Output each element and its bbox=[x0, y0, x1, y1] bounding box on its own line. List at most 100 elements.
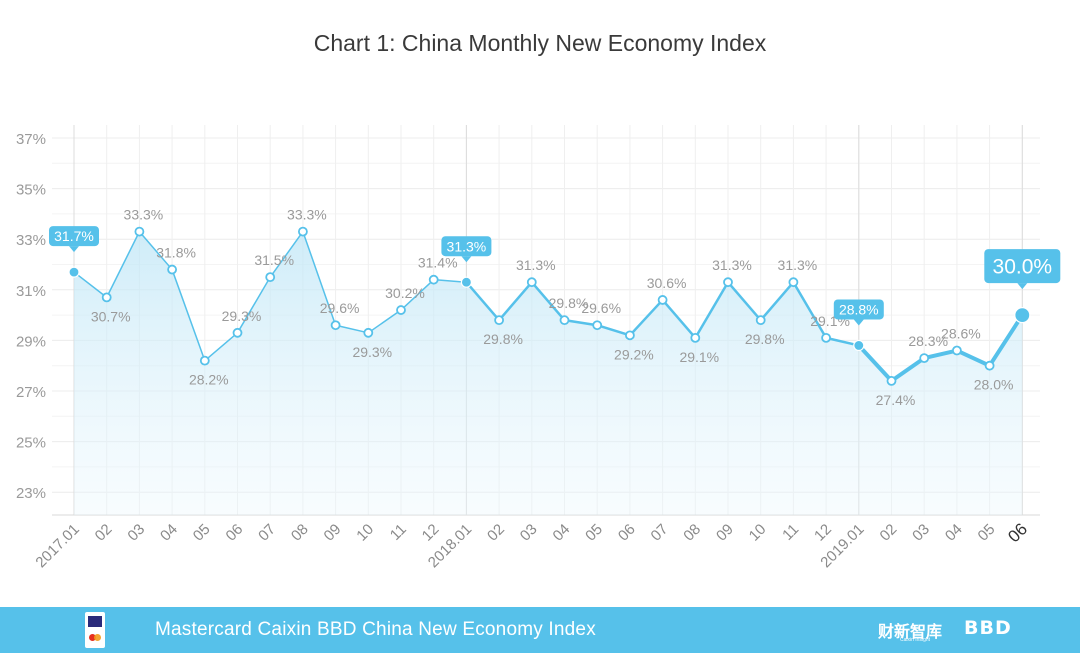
data-point bbox=[330, 320, 341, 331]
highlight-point bbox=[1014, 307, 1031, 324]
data-point bbox=[657, 295, 668, 305]
series-segment bbox=[269, 230, 304, 278]
x-tick-label: 05 bbox=[582, 521, 606, 545]
callout-label: 31.7% bbox=[54, 228, 94, 244]
x-tick-label: 04 bbox=[550, 521, 574, 545]
data-point bbox=[559, 315, 570, 326]
series-area bbox=[74, 231, 1023, 516]
series-segment bbox=[694, 280, 730, 340]
x-tick-label: 02 bbox=[877, 521, 901, 545]
x-tick-label: 09 bbox=[321, 521, 345, 545]
series-segment bbox=[759, 280, 795, 322]
caixin-insight-subtitle: Caixin Insight bbox=[900, 637, 931, 643]
data-point bbox=[984, 360, 995, 371]
callout: 31.7% bbox=[49, 226, 99, 253]
y-tick-label: 23% bbox=[16, 485, 46, 502]
data-label: 33.3% bbox=[287, 207, 327, 223]
data-label: 29.8% bbox=[483, 331, 523, 347]
data-label: 28.0% bbox=[974, 377, 1014, 393]
callouts: 31.7% 31.3% 28.8% 30.0% bbox=[49, 226, 1061, 326]
callout-pointer bbox=[69, 246, 79, 253]
x-tick-label: 10 bbox=[746, 521, 770, 545]
series-line bbox=[73, 230, 1025, 383]
x-tick-label: 05 bbox=[975, 521, 999, 545]
x-tick-label: 04 bbox=[157, 521, 181, 545]
series-segment bbox=[138, 230, 173, 271]
footer-bar: Mastercard Caixin BBD China New Economy … bbox=[0, 607, 1080, 653]
x-tick-label: 07 bbox=[648, 521, 672, 545]
data-point bbox=[886, 375, 897, 386]
callout-label: 31.3% bbox=[447, 238, 487, 254]
data-label: 30.6% bbox=[647, 275, 687, 291]
caixin-insight-logo: 财新智库 bbox=[878, 624, 943, 641]
data-label: 29.6% bbox=[320, 300, 360, 316]
x-tick-label: 2017.01 bbox=[32, 521, 82, 571]
series-segment bbox=[628, 298, 664, 337]
callout-pointer bbox=[461, 256, 472, 263]
callout: 30.0% bbox=[984, 249, 1061, 290]
data-point bbox=[788, 277, 799, 288]
data-point bbox=[232, 327, 243, 338]
data-label: 29.8% bbox=[745, 331, 785, 347]
series-segment bbox=[171, 268, 206, 362]
x-tick-label: 11 bbox=[387, 521, 410, 544]
data-point bbox=[297, 226, 308, 237]
callout-box bbox=[49, 226, 99, 247]
y-tick-label: 35% bbox=[16, 182, 46, 199]
data-label: 28.6% bbox=[941, 326, 981, 342]
highlight-point bbox=[853, 339, 865, 352]
series-segment bbox=[73, 271, 108, 299]
series-segment bbox=[889, 356, 927, 383]
data-label: 27.4% bbox=[876, 392, 916, 408]
data-label: 29.1% bbox=[679, 349, 719, 365]
x-tick-label: 03 bbox=[124, 521, 148, 545]
x-tick-label: 03 bbox=[517, 521, 541, 545]
callout-label: 28.8% bbox=[839, 302, 879, 318]
x-tick-label: 08 bbox=[288, 521, 312, 545]
line-chart: 37% 35% 33% 31% 29% 27% 25% 23% 30.7% 33.3% 31.8% 2… bbox=[16, 125, 1061, 571]
series-segment bbox=[922, 348, 959, 361]
data-label: 29.8% bbox=[549, 295, 589, 311]
y-tick-label: 33% bbox=[16, 232, 46, 249]
data-label: 30.7% bbox=[91, 308, 131, 324]
data-point bbox=[428, 274, 439, 285]
series-segment bbox=[367, 309, 402, 334]
data-point bbox=[755, 315, 766, 326]
nei-logo-icon bbox=[85, 612, 105, 648]
y-tick-label: 25% bbox=[16, 435, 46, 452]
series-segment bbox=[465, 280, 501, 322]
data-label: 31.3% bbox=[778, 257, 818, 273]
y-tick-label: 37% bbox=[16, 131, 46, 148]
y-tick-label: 27% bbox=[16, 384, 46, 401]
data-point bbox=[526, 277, 537, 288]
callout-pointer bbox=[853, 319, 864, 326]
callout: 28.8% bbox=[833, 299, 884, 326]
bbd-logo: BBD bbox=[964, 617, 1012, 639]
series-segment bbox=[726, 280, 762, 322]
data-label: 29.3% bbox=[222, 308, 262, 324]
series-segment bbox=[204, 332, 239, 362]
data-point bbox=[396, 305, 406, 315]
x-tick-label: 08 bbox=[680, 521, 704, 545]
x-tick-label: 11 bbox=[779, 521, 802, 544]
series-segment bbox=[236, 276, 271, 334]
data-label: 29.3% bbox=[352, 344, 392, 360]
callout-pointer bbox=[1017, 283, 1028, 290]
footer-title: Mastercard Caixin BBD China New Economy … bbox=[155, 619, 596, 640]
x-tick-label: 02 bbox=[484, 521, 508, 545]
y-tick-label: 31% bbox=[16, 283, 46, 300]
data-label: 29.6% bbox=[581, 300, 621, 316]
x-tick-label: 04 bbox=[942, 521, 966, 545]
x-tick-label: 07 bbox=[255, 521, 279, 545]
x-tick-label: 06 bbox=[223, 521, 247, 545]
series-segment bbox=[563, 318, 599, 327]
series-segment bbox=[595, 323, 632, 337]
data-points bbox=[68, 226, 1031, 386]
data-labels: 30.7% 33.3% 31.8% 28.2% 29.3% 31.5% 33.3% 29.6%… bbox=[91, 207, 1014, 408]
data-point bbox=[363, 327, 374, 338]
data-point bbox=[690, 332, 701, 343]
data-point bbox=[723, 277, 733, 288]
callout: 31.3% bbox=[441, 236, 492, 263]
series-segment bbox=[792, 280, 828, 340]
